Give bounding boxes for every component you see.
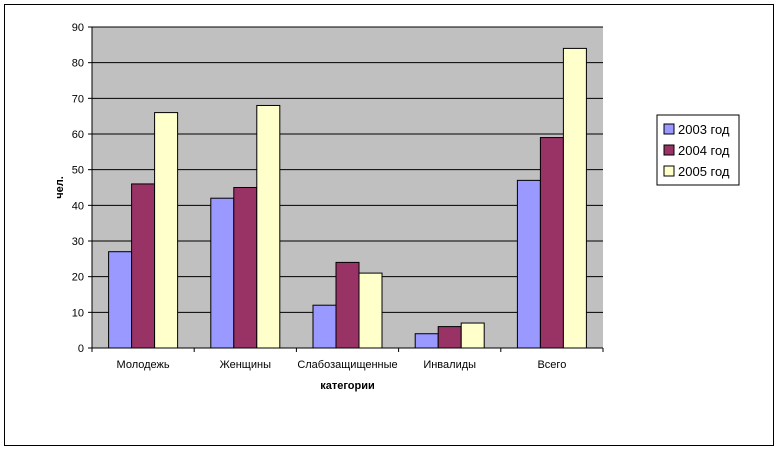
- y-tick-labels: 0 10 20 30 40 50 60 70 80 90: [72, 22, 92, 355]
- y-tick-label: 0: [78, 343, 84, 355]
- bar: [131, 183, 156, 349]
- y-tick-label: 60: [72, 129, 84, 141]
- bar: [335, 261, 360, 349]
- bar: [256, 104, 281, 349]
- bars: [108, 47, 587, 349]
- x-tick-label: Всего: [537, 359, 566, 371]
- bar: [358, 272, 383, 349]
- x-tick-labels: Молодежь Женщины Слабозащищенные Инвалиды Вс…: [91, 348, 604, 371]
- legend-label: 2005 год: [678, 164, 730, 179]
- bar: [210, 197, 235, 349]
- y-tick-label: 70: [72, 93, 84, 105]
- y-tick-label: 80: [72, 58, 84, 70]
- y-tick-label: 40: [72, 200, 84, 212]
- bar: [437, 326, 462, 349]
- bar: [414, 333, 439, 349]
- legend-swatch: [663, 165, 675, 177]
- bar: [516, 179, 541, 349]
- legend-swatch: [663, 144, 675, 156]
- y-axis-title: чел.: [54, 176, 66, 199]
- y-tick-label: 10: [72, 307, 84, 319]
- legend-label: 2003 год: [678, 122, 730, 137]
- bar: [460, 322, 485, 349]
- x-tick-label: Слабозащищенные: [297, 359, 397, 371]
- axes: [91, 27, 603, 349]
- bar: [154, 112, 179, 349]
- bar: [233, 187, 258, 349]
- bar: [562, 47, 587, 349]
- bar: [312, 304, 337, 349]
- y-tick-label: 50: [72, 165, 84, 177]
- y-tick-label: 30: [72, 236, 84, 248]
- legend-label: 2004 год: [678, 143, 730, 158]
- x-axis-title: категории: [320, 380, 375, 392]
- y-tick-label: 90: [72, 22, 84, 34]
- bar: [539, 137, 564, 349]
- x-tick-label: Молодежь: [117, 359, 170, 371]
- legend-swatch: [663, 123, 675, 135]
- x-tick-label: Инвалиды: [423, 359, 476, 371]
- legend: 2003 год 2004 год 2005 год: [656, 114, 740, 186]
- x-tick-label: Женщины: [220, 359, 271, 371]
- bar: [108, 251, 133, 349]
- y-tick-label: 20: [72, 272, 84, 284]
